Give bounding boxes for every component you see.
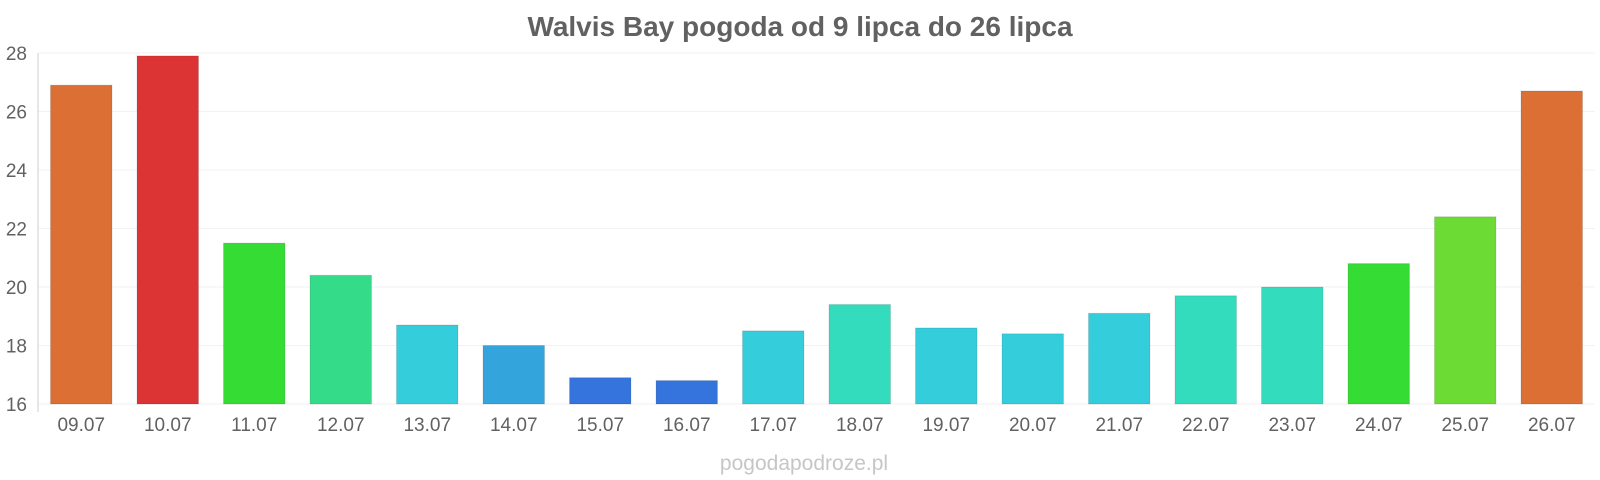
bar <box>1520 90 1583 405</box>
bar <box>1088 312 1151 405</box>
x-tick-label: 19.07 <box>922 415 970 436</box>
bar <box>396 324 459 405</box>
bar <box>309 274 372 405</box>
y-axis-ticks: 16 18 20 22 24 26 28 <box>6 44 28 416</box>
source-watermark: pogodapodroze.pl <box>720 452 888 475</box>
x-tick-label: 25.07 <box>1441 415 1489 436</box>
bar <box>136 55 199 405</box>
bar <box>1434 216 1497 405</box>
x-tick-label: 15.07 <box>576 415 624 436</box>
bar <box>742 330 805 405</box>
y-tick-label: 20 <box>6 278 27 299</box>
bar <box>828 304 891 405</box>
x-tick-label: 26.07 <box>1528 415 1576 436</box>
x-tick-label: 09.07 <box>57 415 105 436</box>
x-tick-label: 10.07 <box>144 415 192 436</box>
chart-title: Walvis Bay pogoda od 9 lipca do 26 lipca <box>527 11 1073 42</box>
bar <box>482 345 545 405</box>
y-tick-label: 22 <box>6 220 27 241</box>
bars <box>50 55 1583 405</box>
grid-lines <box>38 52 1595 405</box>
bar <box>1347 263 1410 405</box>
y-tick-label: 26 <box>6 103 27 124</box>
y-tick-label: 18 <box>6 337 27 358</box>
bar <box>1174 295 1237 405</box>
bar <box>1261 286 1324 405</box>
x-tick-label: 11.07 <box>231 415 277 436</box>
y-tick-label: 28 <box>6 44 27 65</box>
x-tick-label: 20.07 <box>1009 415 1057 436</box>
y-tick-label: 24 <box>6 161 28 182</box>
bar <box>223 242 286 405</box>
bar <box>915 327 978 405</box>
x-tick-label: 18.07 <box>836 415 884 436</box>
x-tick-label: 21.07 <box>1095 415 1143 436</box>
x-tick-label: 22.07 <box>1182 415 1230 436</box>
bar <box>1001 333 1064 405</box>
y-tick-label: 16 <box>6 395 27 416</box>
x-tick-label: 17.07 <box>749 415 797 436</box>
x-tick-label: 14.07 <box>490 415 538 436</box>
x-axis-ticks: 09.07 10.07 11.07 12.07 13.07 14.07 15.07 16.07… <box>57 415 1575 436</box>
bar <box>50 84 113 405</box>
x-tick-label: 12.07 <box>317 415 365 436</box>
x-tick-label: 23.07 <box>1268 415 1316 436</box>
x-tick-label: 24.07 <box>1355 415 1403 436</box>
bar <box>655 380 718 405</box>
bar <box>569 377 632 405</box>
x-tick-label: 13.07 <box>403 415 451 436</box>
x-tick-label: 16.07 <box>663 415 711 436</box>
